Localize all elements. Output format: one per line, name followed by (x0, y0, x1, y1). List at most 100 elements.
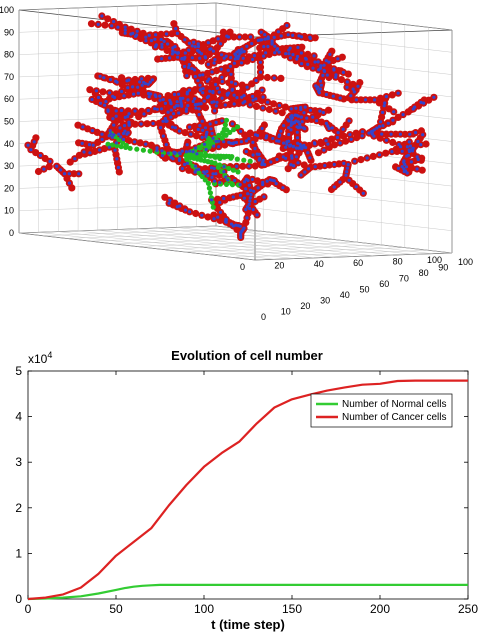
cancer-cell-point (143, 120, 151, 128)
vessel-cell-point (251, 98, 255, 102)
cancer-cell-point (66, 158, 74, 166)
vessel-cell-point (383, 101, 387, 105)
cancer-cell-point (34, 167, 43, 176)
normal-cell-point (212, 160, 218, 166)
cancer-cell-point (324, 106, 333, 114)
vessel-cell-point (220, 119, 224, 123)
vessel-cell-point (135, 29, 139, 33)
vessel-cell-point (308, 108, 312, 112)
normal-cell-point (202, 177, 208, 183)
normal-cell-point (114, 143, 120, 149)
vessel-cell-point (103, 103, 107, 107)
normal-cell-point (118, 144, 124, 150)
vessel-cell-point (311, 66, 315, 70)
vessel-cell-point (190, 67, 194, 71)
vessel-cell-point (299, 35, 304, 39)
vessel-cell-point (116, 165, 120, 170)
y-tick-label: 4 (15, 410, 22, 424)
vessel-cell-point (316, 60, 320, 64)
vessel-cell-point (242, 94, 246, 98)
vessel-cell-point (324, 92, 328, 97)
vessel-cell-point (272, 179, 276, 183)
vessel-cell-point (169, 155, 173, 159)
axes-box (27, 370, 469, 600)
vessel-cell-point (55, 164, 59, 168)
vessel-cell-point (245, 216, 249, 220)
cancer-cell-point (277, 74, 285, 82)
vessel-cell-point (295, 136, 300, 140)
vessel-cell-point (197, 113, 201, 117)
vessel-cell-point (200, 213, 204, 217)
y-tick-label: 40 (314, 259, 324, 269)
z-tick-label: 100 (0, 5, 14, 15)
vessel-cell-point (313, 142, 317, 146)
vessel-cell-point (90, 97, 94, 102)
vessel-cell-point (206, 41, 210, 45)
vessel-cell-point (148, 80, 152, 84)
legend-label-cancer: Number of Cancer cells (342, 412, 446, 423)
vessel-cell-point (150, 78, 154, 82)
vessel-cell-point (215, 86, 219, 90)
x-tick-label: 10 (281, 307, 291, 317)
vessel-cell-point (260, 88, 264, 92)
vessel-cell-point (67, 181, 71, 185)
vessel-cell-point (144, 35, 148, 39)
cancer-cell-point (338, 53, 346, 61)
vessel-cell-point (197, 167, 201, 171)
y-tick-label: 1 (15, 546, 22, 560)
vessel-cell-point (26, 143, 30, 147)
vessel-cell-point (115, 157, 119, 161)
vessel-cell-point (291, 144, 296, 149)
vessel-cell-point (299, 115, 303, 119)
vessel-cell-point (239, 233, 243, 237)
vessel-cell-point (218, 180, 222, 185)
vessel-cell-point (294, 119, 298, 123)
grid-line (18, 232, 256, 261)
vessel-cell-point (177, 158, 181, 162)
vessel-cell-point (260, 126, 264, 131)
vessel-cell-point (165, 119, 169, 123)
vessel-cell-point (284, 52, 288, 56)
vessel-cell-point (198, 124, 202, 128)
cancer-cell-point (376, 94, 385, 102)
vessel-cell-point (162, 39, 166, 44)
vessel-cell-point (32, 140, 36, 144)
vessel-cell-point (226, 178, 230, 182)
z-tick-label: 20 (4, 183, 14, 193)
vessel-cell-point (108, 91, 112, 95)
vessel-cell-point (183, 51, 187, 55)
normal-cell-point (216, 132, 222, 138)
vessel-cell-point (244, 139, 248, 143)
vessel-cell-point (334, 75, 338, 79)
vessel-cell-point (192, 40, 196, 44)
vessel-cell-point (173, 126, 177, 130)
vessel-cell-point (188, 149, 192, 153)
vessel-cell-point (125, 132, 129, 136)
vessel-cell-point (188, 210, 192, 214)
vessel-cell-point (222, 165, 226, 169)
vessel-cell-point (413, 105, 417, 109)
vessel-cell-point (193, 97, 197, 101)
vessel-cell-point (205, 95, 209, 100)
vessel-cell-point (204, 135, 208, 139)
vessel-cell-point (198, 56, 202, 60)
vessel-cell-point (122, 94, 126, 98)
normal-cell-point (207, 153, 214, 159)
vessel-cell-point (360, 130, 365, 134)
cancer-cell-point (219, 28, 227, 36)
normal-cell-point (134, 146, 140, 152)
vessel-cell-point (192, 68, 197, 72)
vessel-cell-point (322, 63, 326, 67)
vessel-cell-point (180, 167, 184, 171)
vessel-cell-point (285, 23, 289, 28)
vessel-cell-point (228, 64, 232, 68)
vessel-cell-point (363, 98, 368, 102)
vessel-cell-point (160, 45, 164, 49)
x-tick-label: 50 (360, 285, 370, 295)
vessel-cell-point (259, 30, 263, 34)
x-tick-label: 150 (282, 602, 302, 616)
vessel-cell-point (253, 199, 257, 204)
legend: Number of Normal cells Number of Cancer … (310, 393, 453, 428)
normal-cell-point (229, 154, 235, 160)
